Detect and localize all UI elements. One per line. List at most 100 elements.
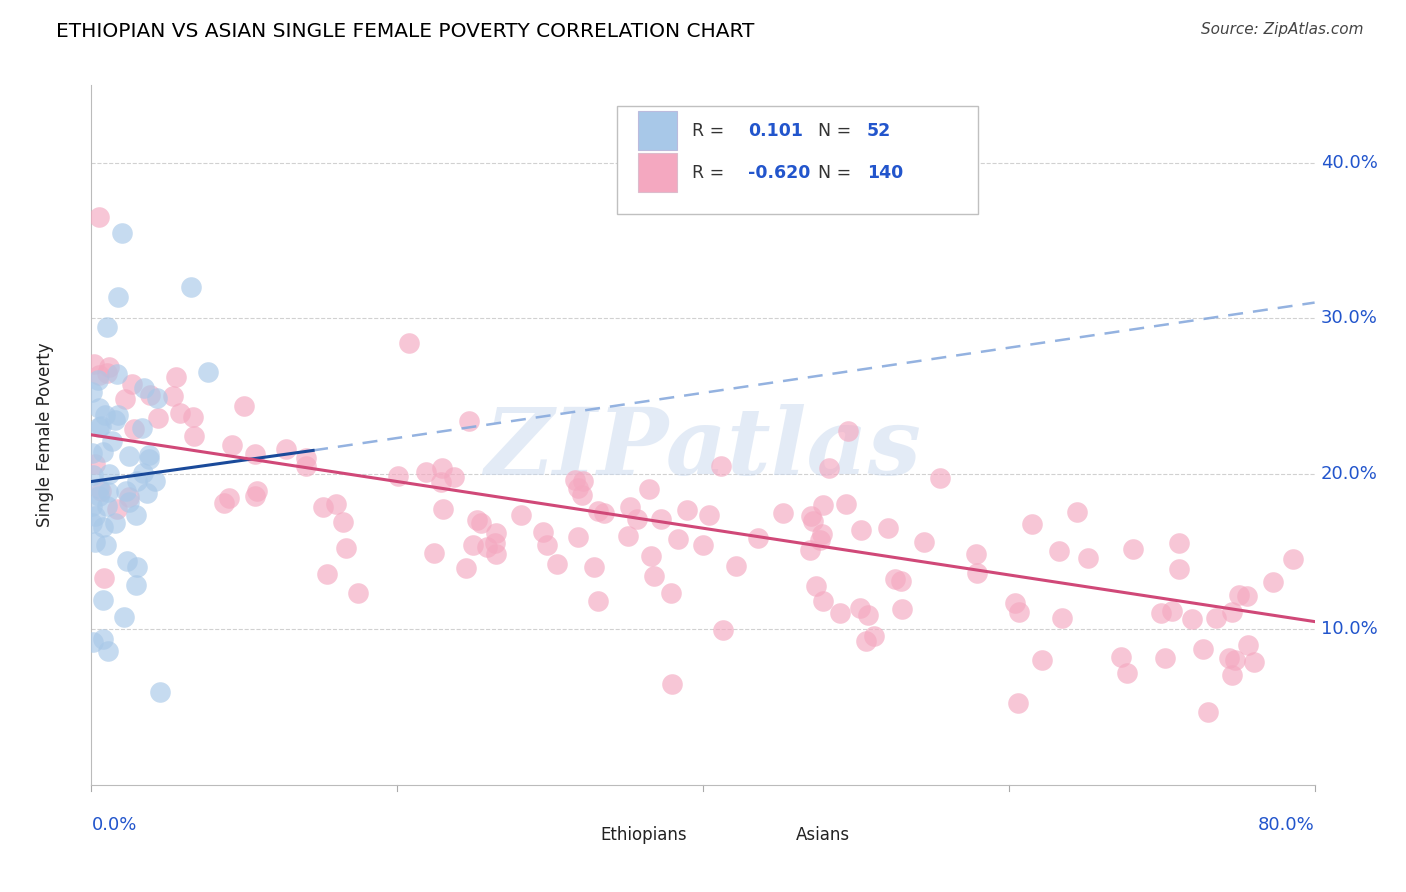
Point [246, 483, 269, 498]
Point [218, 491, 240, 505]
Point [863, 629, 886, 643]
FancyBboxPatch shape [617, 106, 979, 214]
Point [1168, 535, 1191, 549]
Point [96, 320, 118, 334]
Point [571, 474, 593, 488]
Point [1115, 665, 1137, 680]
Point [1066, 504, 1088, 518]
Point [183, 428, 205, 442]
Point [891, 601, 914, 615]
Point [132, 466, 155, 480]
Point [965, 547, 987, 561]
Point [699, 508, 721, 522]
Point [82, 499, 104, 513]
Point [619, 500, 641, 514]
Point [312, 500, 335, 514]
Point [1282, 551, 1305, 566]
Point [415, 465, 437, 479]
Text: 0.101: 0.101 [748, 121, 803, 140]
Point [1205, 610, 1227, 624]
Point [813, 498, 835, 512]
Point [274, 442, 297, 456]
Point [430, 461, 453, 475]
Point [1077, 550, 1099, 565]
Point [138, 448, 160, 462]
Point [423, 546, 446, 560]
Point [509, 508, 531, 522]
Point [335, 541, 357, 556]
Point [564, 473, 586, 487]
Point [592, 506, 614, 520]
Point [84, 458, 107, 472]
Point [1111, 649, 1133, 664]
Point [1220, 667, 1243, 681]
Point [567, 530, 589, 544]
Point [818, 461, 841, 475]
Point [835, 497, 858, 511]
Point [125, 508, 148, 522]
Point [531, 525, 554, 540]
FancyBboxPatch shape [749, 822, 786, 850]
Point [828, 607, 851, 621]
Point [659, 585, 682, 599]
Point [430, 475, 453, 489]
Point [127, 560, 149, 574]
Text: ZIPatlas: ZIPatlas [485, 404, 921, 494]
Point [347, 586, 370, 600]
Point [90, 483, 112, 498]
Text: 30.0%: 30.0% [1320, 310, 1378, 327]
Text: 140: 140 [868, 163, 903, 182]
Point [1153, 651, 1175, 665]
Point [461, 538, 484, 552]
Point [675, 502, 697, 516]
Text: -0.620: -0.620 [748, 163, 811, 182]
Point [121, 376, 143, 391]
Point [567, 481, 589, 495]
Point [107, 290, 129, 304]
Point [125, 474, 148, 488]
Point [181, 409, 204, 424]
Point [799, 542, 821, 557]
Point [1243, 655, 1265, 669]
Point [82, 468, 104, 483]
Point [586, 504, 609, 518]
Point [315, 566, 337, 581]
Text: N =: N = [818, 163, 851, 182]
Point [443, 470, 465, 484]
Point [650, 512, 672, 526]
Point [118, 490, 141, 504]
Point [811, 527, 834, 541]
Point [546, 558, 568, 572]
Point [1223, 653, 1246, 667]
Point [87, 401, 110, 416]
Text: R =: R = [692, 163, 724, 182]
Point [485, 525, 508, 540]
Point [118, 449, 141, 463]
Point [1261, 574, 1284, 589]
Point [325, 497, 347, 511]
Point [1007, 697, 1029, 711]
Point [713, 623, 735, 637]
Point [243, 447, 266, 461]
Point [884, 573, 907, 587]
Point [851, 523, 873, 537]
Text: Single Female Poverty: Single Female Poverty [37, 343, 53, 527]
Point [80, 446, 103, 460]
Point [122, 422, 145, 436]
Point [1191, 642, 1213, 657]
Point [134, 381, 156, 395]
Point [398, 336, 420, 351]
Point [808, 533, 831, 548]
Point [571, 488, 593, 502]
Text: ETHIOPIAN VS ASIAN SINGLE FEMALE POVERTY CORRELATION CHART: ETHIOPIAN VS ASIAN SINGLE FEMALE POVERTY… [56, 22, 755, 41]
Point [145, 474, 167, 488]
Point [1021, 516, 1043, 531]
Point [197, 365, 219, 379]
Point [1218, 651, 1240, 665]
Point [1181, 612, 1204, 626]
Point [115, 484, 138, 499]
Point [169, 406, 191, 420]
Point [125, 578, 148, 592]
Point [804, 579, 827, 593]
Point [87, 489, 110, 503]
